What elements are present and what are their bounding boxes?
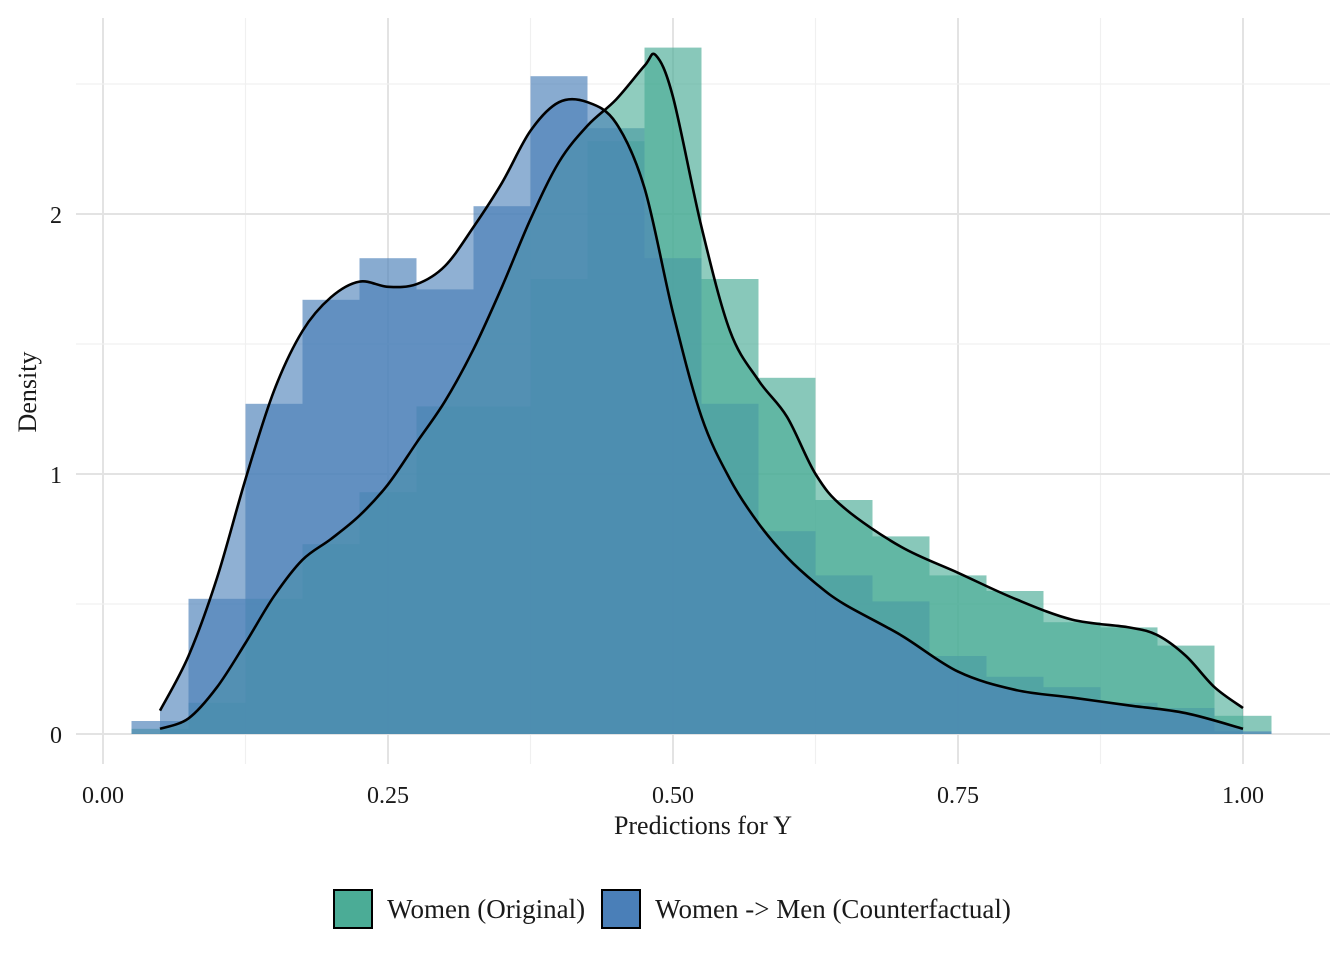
- legend-item-women-original: Women (Original): [333, 889, 585, 929]
- density-area-series-1: [160, 99, 1243, 734]
- y-tick-label: 1: [50, 463, 62, 489]
- y-tick-label: 0: [50, 723, 62, 749]
- x-tick-label: 0.00: [82, 783, 124, 809]
- density-line-series-1: [158, 97, 1244, 731]
- x-tick-label: 0.50: [652, 783, 694, 809]
- legend: Women (Original) Women -> Men (Counterfa…: [0, 884, 1344, 934]
- legend-label-women-to-men: Women -> Men (Counterfactual): [655, 893, 1011, 924]
- density-line-series-0: [159, 52, 1244, 731]
- density-curves: [158, 52, 1244, 734]
- x-tick-label: 1.00: [1222, 783, 1264, 809]
- x-tick-label: 0.25: [367, 783, 409, 809]
- x-tick-label: 0.75: [937, 783, 979, 809]
- legend-key-women-original: [333, 889, 374, 929]
- legend-label-women-original: Women (Original): [387, 893, 586, 924]
- legend-item-women-to-men: Women -> Men (Counterfactual): [601, 889, 1011, 929]
- y-axis-title: Density: [13, 352, 42, 433]
- y-tick-label: 2: [50, 203, 62, 229]
- axis-tick-labels: 0.00 0.25 0.50 0.75 1.00 0 1 2: [50, 203, 1264, 809]
- legend-key-women-to-men: [601, 889, 642, 929]
- x-axis-title: Predictions for Y: [614, 811, 792, 840]
